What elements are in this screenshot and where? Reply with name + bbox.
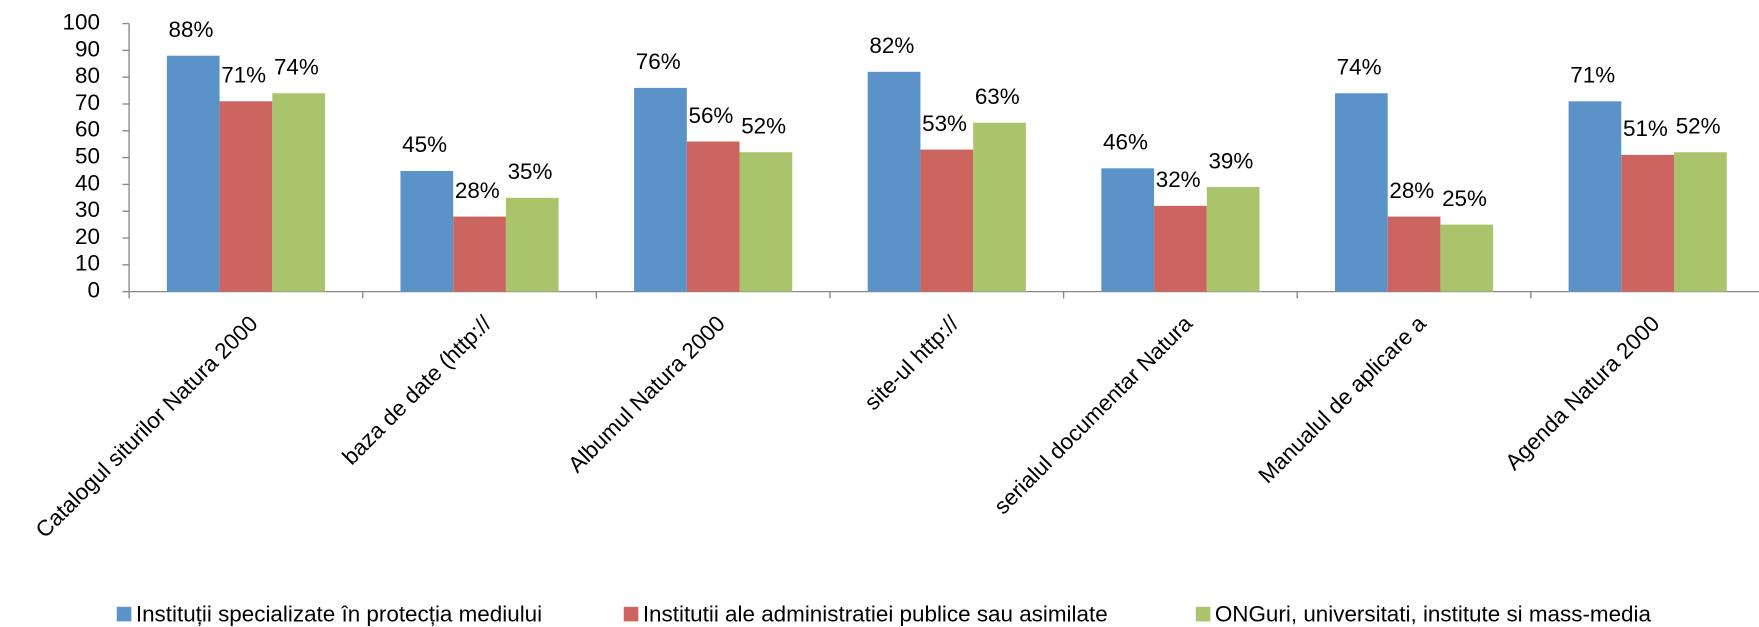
y-tick-label: 0 <box>87 278 99 303</box>
bar <box>1387 216 1441 292</box>
value-label: 71% <box>221 63 266 88</box>
bar <box>1101 168 1155 292</box>
value-label: 39% <box>1208 148 1253 173</box>
value-label: 74% <box>1337 54 1382 79</box>
y-tick-label: 80 <box>75 63 100 88</box>
x-tick-label: baza de date (http:// <box>338 310 497 469</box>
legend-swatch <box>116 606 132 622</box>
value-label: 52% <box>1676 113 1721 138</box>
value-label: 28% <box>1389 178 1434 203</box>
value-label: 82% <box>869 33 914 58</box>
x-tick-label: Agenda Natura 2000 <box>1500 311 1664 475</box>
y-tick-label: 70 <box>75 90 100 115</box>
bar <box>739 152 793 292</box>
bar <box>272 93 326 292</box>
legend-swatch <box>1195 606 1211 622</box>
value-label: 51% <box>1623 116 1668 141</box>
value-label: 52% <box>741 113 786 138</box>
bar <box>219 101 273 292</box>
value-label: 74% <box>274 54 319 79</box>
y-tick-label: 40 <box>75 170 100 195</box>
value-label: 56% <box>688 103 733 128</box>
bar <box>920 149 974 292</box>
bar <box>453 216 506 292</box>
bar <box>867 71 921 292</box>
x-tick-label: Manualul de aplicare a <box>1254 310 1432 488</box>
x-tick-label: Catalogul siturilor Natura 2000 <box>31 311 263 543</box>
bar <box>686 141 740 292</box>
legend-swatch <box>623 606 639 622</box>
legend-label: Instituții specializate în protecția med… <box>136 602 542 627</box>
value-label: 63% <box>975 84 1020 109</box>
y-tick-label: 30 <box>75 197 100 222</box>
value-label: 88% <box>169 17 214 42</box>
value-label: 53% <box>922 111 967 136</box>
y-tick-label: 10 <box>75 251 100 276</box>
bar <box>973 122 1026 292</box>
bar <box>505 197 559 292</box>
bar <box>400 170 454 292</box>
bar <box>1621 154 1675 292</box>
y-tick-label: 20 <box>75 224 100 249</box>
bar <box>1206 187 1260 292</box>
value-label: 76% <box>636 49 681 74</box>
x-tick-label: Albumul Natura 2000 <box>563 311 730 478</box>
bar <box>1154 205 1207 292</box>
value-label: 25% <box>1442 186 1487 211</box>
bar <box>1334 93 1388 292</box>
value-label: 45% <box>402 132 447 157</box>
value-label: 28% <box>455 178 500 203</box>
value-label: 35% <box>508 159 553 184</box>
value-label: 32% <box>1156 167 1201 192</box>
bar <box>1674 152 1727 292</box>
value-label: 71% <box>1570 63 1615 88</box>
y-tick-label: 50 <box>75 144 100 169</box>
x-tick-label: serialul documentar Natura <box>989 310 1197 518</box>
y-tick-label: 100 <box>63 9 100 34</box>
bar <box>1440 224 1494 292</box>
y-tick-label: 90 <box>75 36 100 61</box>
bar <box>634 87 687 292</box>
value-label: 46% <box>1103 130 1148 155</box>
bar <box>1568 101 1622 292</box>
legend-label: Institutii ale administratiei publice sa… <box>643 602 1108 627</box>
legend-label: ONGuri, universitati, institute si mass-… <box>1215 602 1652 627</box>
y-tick-label: 60 <box>75 117 100 142</box>
x-tick-label: site-ul http:// <box>859 310 964 415</box>
bar <box>166 55 220 292</box>
